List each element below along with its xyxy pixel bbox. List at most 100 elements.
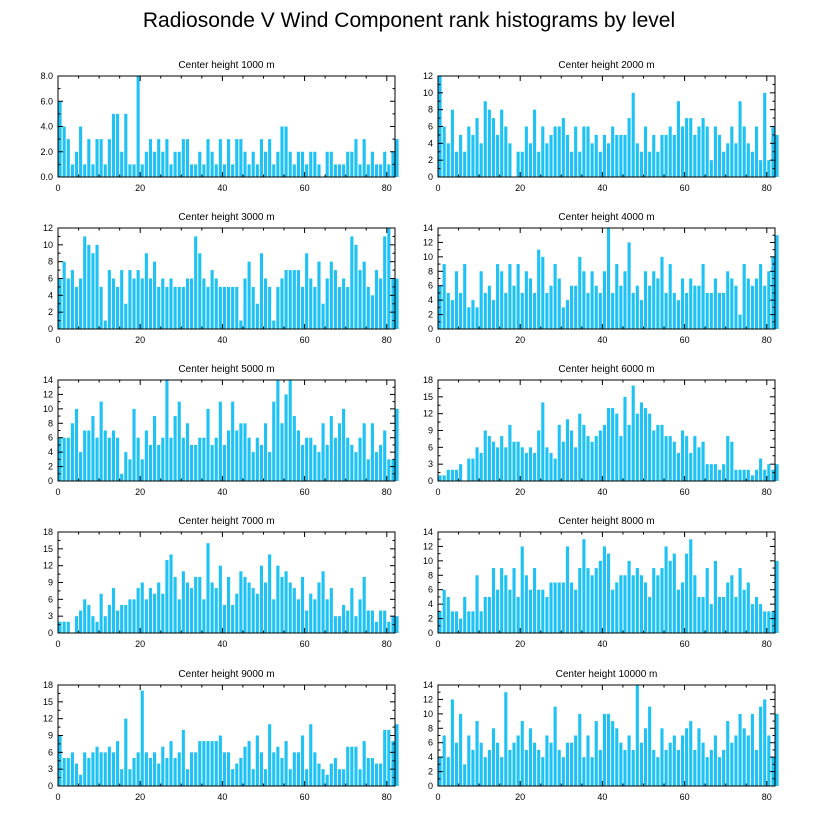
bar	[107, 437, 111, 481]
y-tick-label: 14	[423, 680, 433, 690]
bar	[317, 164, 321, 177]
x-tick-label: 40	[217, 487, 227, 497]
bar	[635, 285, 639, 329]
y-tick-label: 6	[48, 274, 53, 284]
bar	[132, 757, 136, 786]
bar	[132, 599, 136, 633]
bar	[754, 278, 759, 329]
bar	[709, 160, 713, 177]
x-tick-label: 20	[515, 183, 525, 193]
bar	[442, 264, 446, 329]
bar	[742, 126, 746, 177]
bar	[107, 746, 111, 786]
bar	[570, 151, 574, 177]
bar	[475, 307, 479, 329]
bar	[763, 611, 767, 633]
bar	[177, 752, 181, 786]
bar	[62, 261, 66, 329]
bar	[346, 746, 350, 786]
bar	[173, 576, 177, 633]
bar	[496, 447, 500, 481]
bar	[713, 278, 717, 329]
x-tick-label: 20	[515, 487, 525, 497]
bar	[247, 164, 251, 177]
x-tick-label: 40	[597, 639, 607, 649]
bar	[70, 752, 74, 786]
bar	[705, 568, 709, 633]
bar	[185, 582, 190, 633]
bar	[251, 769, 255, 786]
bar	[643, 271, 648, 329]
bar	[276, 380, 280, 481]
bar	[553, 706, 557, 786]
bar	[643, 582, 648, 633]
bar	[144, 430, 148, 481]
bar	[475, 721, 479, 786]
x-tick-label: 80	[382, 487, 392, 497]
bar	[83, 430, 87, 481]
bar	[582, 271, 586, 329]
x-tick-label: 80	[762, 335, 772, 345]
bar	[346, 151, 350, 177]
bar	[153, 151, 157, 177]
bar	[194, 444, 198, 481]
bar	[83, 599, 87, 633]
x-tick-label: 60	[680, 335, 690, 345]
bar	[446, 757, 450, 786]
x-tick-label: 20	[135, 792, 145, 802]
bar	[202, 278, 206, 329]
bar	[383, 430, 387, 481]
bar	[734, 469, 738, 481]
bar	[280, 576, 284, 633]
panel-title: Center height 8000 m	[558, 516, 654, 527]
bar	[635, 568, 639, 633]
y-tick-label: 12	[43, 223, 53, 233]
bar	[459, 618, 463, 633]
y-tick-label: 18	[43, 680, 53, 690]
bar	[309, 724, 313, 786]
bar	[91, 164, 95, 177]
y-tick-label: 2	[428, 767, 433, 777]
bar	[70, 270, 74, 329]
bar	[185, 278, 190, 329]
bar	[631, 92, 635, 177]
bar	[742, 589, 746, 633]
bar	[570, 430, 574, 481]
x-tick-label: 80	[762, 792, 772, 802]
bar	[487, 749, 491, 786]
bar	[697, 596, 701, 633]
bar	[395, 139, 399, 177]
bar	[309, 593, 313, 633]
bar	[218, 735, 222, 786]
bar	[459, 134, 463, 177]
bar	[366, 459, 370, 481]
bar	[313, 151, 317, 177]
bar	[239, 423, 243, 481]
bar	[504, 447, 508, 481]
bar	[582, 126, 586, 177]
bar	[717, 596, 722, 633]
bar	[504, 292, 508, 329]
bar	[709, 749, 713, 786]
bar	[181, 286, 185, 329]
bar	[754, 596, 759, 633]
bar	[116, 113, 120, 177]
bar	[574, 735, 578, 786]
bar	[173, 757, 177, 786]
bar	[103, 164, 107, 177]
bar	[87, 604, 91, 633]
bar	[512, 285, 516, 329]
y-tick-label: 8	[428, 570, 433, 580]
bar	[321, 303, 325, 329]
bar	[387, 459, 391, 481]
bar	[496, 264, 500, 329]
bar	[354, 139, 358, 177]
bar	[255, 593, 259, 633]
bar	[602, 424, 606, 481]
bar	[668, 264, 672, 329]
bar	[305, 253, 309, 329]
bar	[255, 735, 259, 786]
bar	[471, 458, 475, 481]
bar	[198, 151, 202, 177]
bar	[185, 423, 190, 481]
